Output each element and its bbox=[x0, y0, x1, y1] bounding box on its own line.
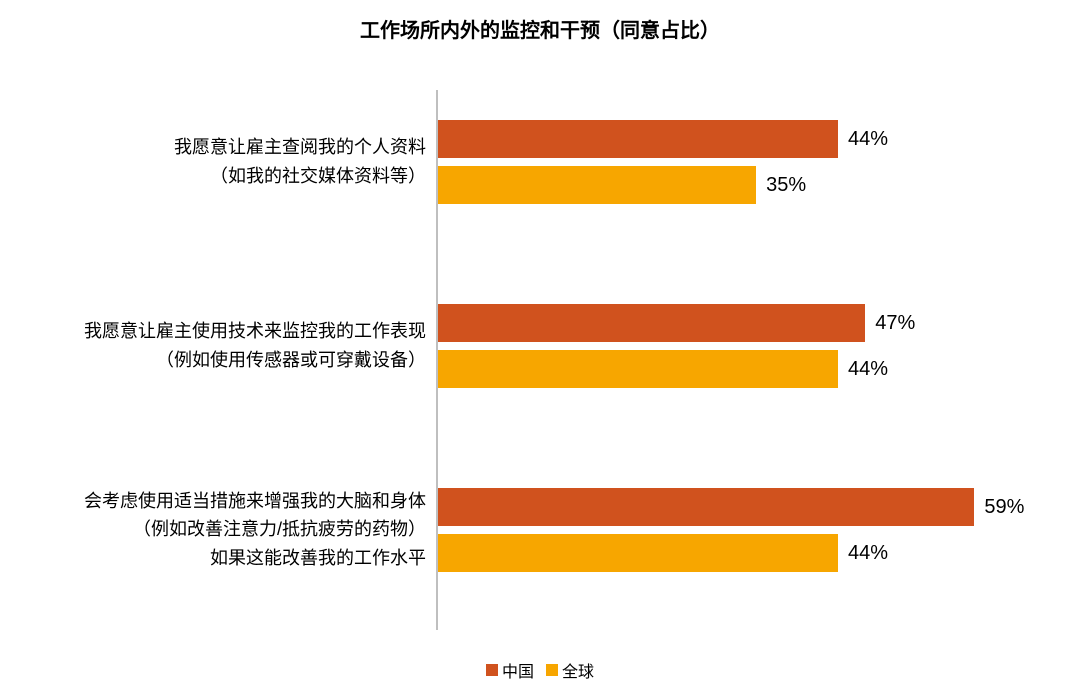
value-label: 47% bbox=[875, 304, 915, 342]
legend-label: 中国 bbox=[502, 664, 534, 681]
category-label: 我愿意让雇主使用技术来监控我的工作表现（例如使用传感器或可穿戴设备） bbox=[6, 317, 426, 375]
category-label-line: （例如使用传感器或可穿戴设备） bbox=[6, 346, 426, 375]
category-label-line: 如果这能改善我的工作水平 bbox=[6, 544, 426, 573]
chart-title: 工作场所内外的监控和干预（同意占比） bbox=[0, 14, 1080, 43]
category-label-line: 我愿意让雇主使用技术来监控我的工作表现 bbox=[6, 317, 426, 346]
value-label: 44% bbox=[848, 120, 888, 158]
legend-item-global: 全球 bbox=[546, 658, 594, 682]
value-label: 59% bbox=[984, 488, 1024, 526]
bar-global bbox=[438, 166, 756, 204]
value-label: 44% bbox=[848, 350, 888, 388]
bar-global bbox=[438, 534, 838, 572]
category-label-line: 我愿意让雇主查阅我的个人资料 bbox=[6, 133, 426, 162]
bar-china bbox=[438, 120, 838, 158]
bar-china bbox=[438, 488, 974, 526]
category-label-line: （例如改善注意力/抵抗疲劳的药物） bbox=[6, 515, 426, 544]
category-label-line: （如我的社交媒体资料等） bbox=[6, 162, 426, 191]
value-label: 35% bbox=[766, 166, 806, 204]
value-label: 44% bbox=[848, 534, 888, 572]
bar-global bbox=[438, 350, 838, 388]
legend: 中国 全球 bbox=[0, 658, 1080, 682]
chart-container: 工作场所内外的监控和干预（同意占比） 44% 35% 47% 44% 59% 44% 我愿… bbox=[0, 0, 1080, 694]
legend-swatch bbox=[486, 664, 498, 676]
category-label: 我愿意让雇主查阅我的个人资料（如我的社交媒体资料等） bbox=[6, 133, 426, 191]
bar-china bbox=[438, 304, 865, 342]
legend-item-china: 中国 bbox=[486, 658, 534, 682]
legend-label: 全球 bbox=[562, 664, 594, 681]
category-label: 会考虑使用适当措施来增强我的大脑和身体（例如改善注意力/抵抗疲劳的药物）如果这能… bbox=[6, 487, 426, 573]
plot-area: 44% 35% 47% 44% 59% 44% bbox=[436, 90, 1036, 630]
category-label-line: 会考虑使用适当措施来增强我的大脑和身体 bbox=[6, 487, 426, 516]
legend-swatch bbox=[546, 664, 558, 676]
